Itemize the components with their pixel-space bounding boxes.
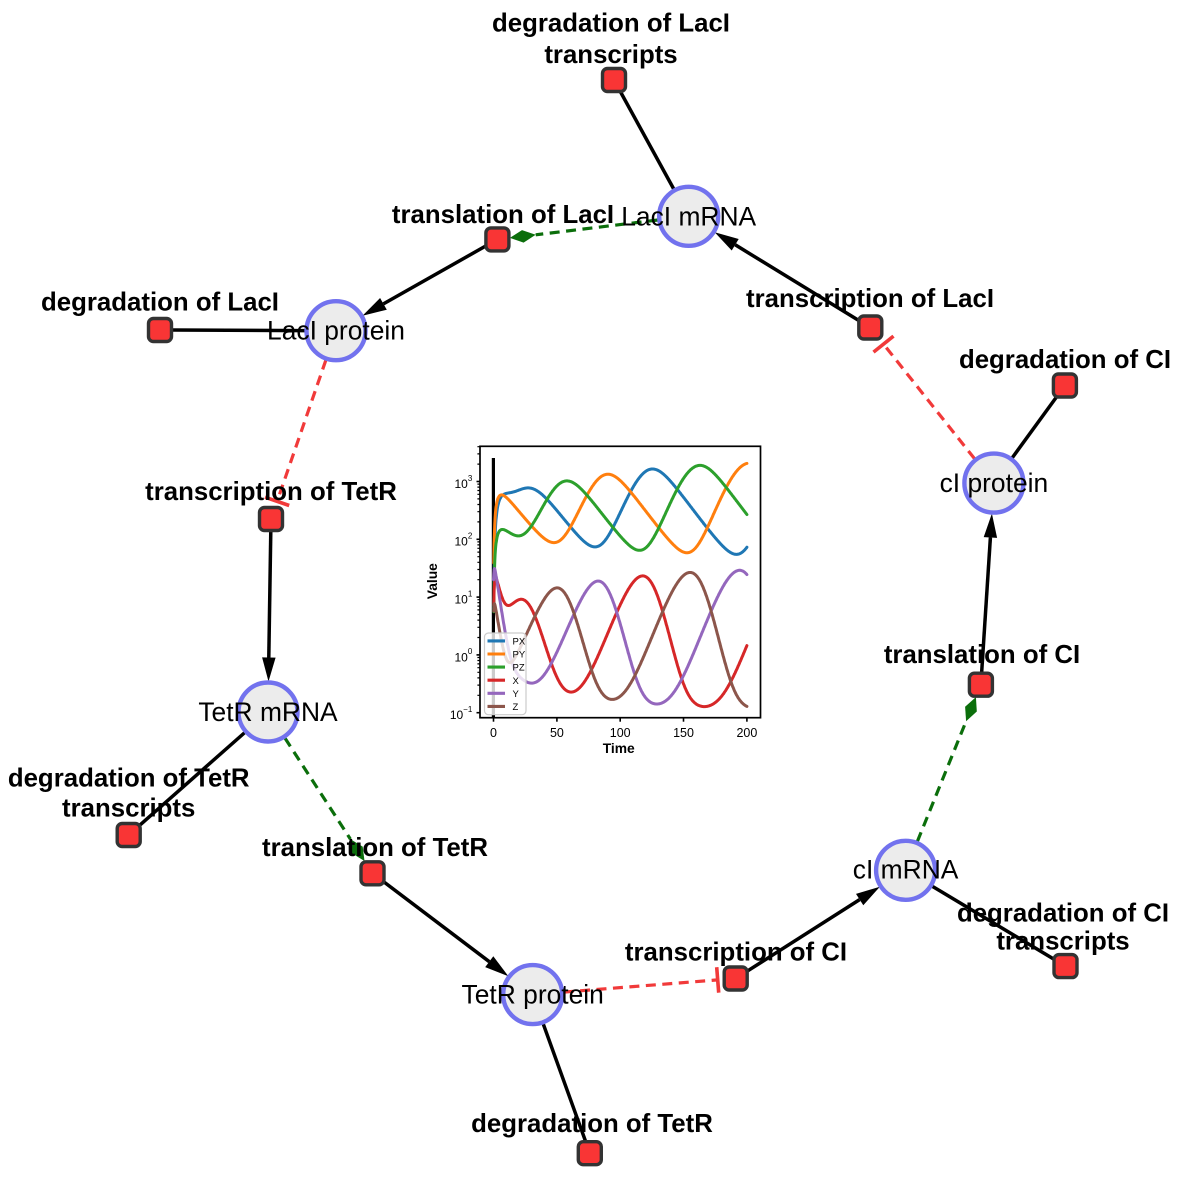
svg-text:Time: Time	[603, 741, 635, 756]
svg-text:degradation of CI: degradation of CI	[957, 900, 1169, 928]
svg-text:150: 150	[673, 726, 694, 740]
svg-text:cI mRNA: cI mRNA	[853, 854, 959, 884]
svg-text:transcription of LacI: transcription of LacI	[746, 285, 994, 313]
svg-text:translation of TetR: translation of TetR	[262, 834, 488, 862]
svg-text:degradation of CI: degradation of CI	[959, 346, 1171, 374]
svg-text:Z: Z	[513, 702, 519, 713]
svg-text:degradation of TetR: degradation of TetR	[471, 1110, 713, 1138]
svg-text:100: 100	[610, 726, 631, 740]
svg-text:TetR mRNA: TetR mRNA	[198, 697, 338, 727]
svg-text:PX: PX	[513, 637, 526, 648]
svg-text:Y: Y	[513, 689, 520, 700]
svg-text:degradation of LacI: degradation of LacI	[41, 289, 279, 317]
svg-text:TetR protein: TetR protein	[462, 980, 604, 1010]
svg-text:50: 50	[550, 726, 564, 740]
svg-text:translation of LacI: translation of LacI	[392, 201, 614, 229]
svg-text:degradation of LacI: degradation of LacI	[492, 10, 730, 38]
svg-text:transcription of TetR: transcription of TetR	[145, 478, 397, 506]
svg-text:transcripts: transcripts	[62, 794, 195, 822]
svg-text:degradation of TetR: degradation of TetR	[8, 764, 250, 792]
svg-text:transcripts: transcripts	[544, 41, 677, 69]
svg-text:Value: Value	[425, 563, 440, 599]
svg-text:LacI protein: LacI protein	[267, 316, 405, 346]
svg-text:transcription of CI: transcription of CI	[625, 939, 847, 967]
svg-text:PY: PY	[513, 650, 526, 661]
svg-text:transcripts: transcripts	[996, 928, 1129, 956]
svg-text:cI protein: cI protein	[940, 468, 1049, 498]
svg-text:LacI mRNA: LacI mRNA	[621, 201, 756, 231]
svg-text:0: 0	[490, 726, 497, 740]
svg-text:PZ: PZ	[513, 663, 525, 674]
svg-text:translation of CI: translation of CI	[884, 641, 1080, 669]
svg-text:200: 200	[736, 726, 757, 740]
svg-text:X: X	[513, 676, 520, 687]
